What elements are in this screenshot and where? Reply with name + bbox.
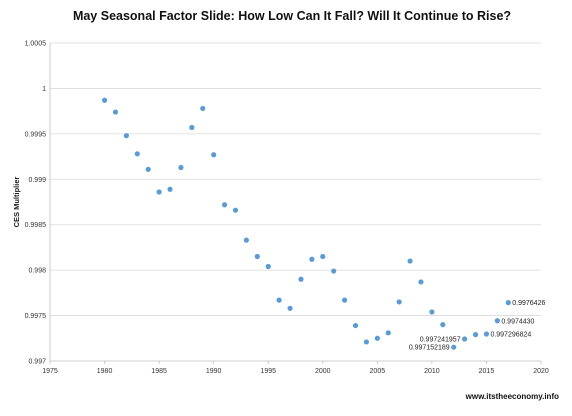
y-tick-label: 0.998 [28, 268, 46, 275]
data-point [352, 322, 359, 329]
data-point [505, 300, 511, 306]
data-point [189, 124, 195, 131]
x-tick-label: 1990 [206, 368, 222, 375]
data-label: 0.997296824 [490, 332, 531, 339]
data-point [232, 207, 239, 213]
chart-title: May Seasonal Factor Slide: How Low Can I… [73, 9, 511, 23]
x-tick-label: 1985 [151, 368, 167, 375]
data-point [374, 335, 380, 341]
x-tick-label: 2015 [479, 368, 495, 375]
y-tick-label: 0.9985 [25, 222, 47, 229]
data-point [396, 299, 402, 305]
data-point [363, 339, 370, 345]
data-label: 0.997152189 [409, 345, 450, 352]
data-point [265, 263, 271, 270]
data-points [101, 97, 511, 350]
data-point [123, 133, 129, 139]
data-point [221, 202, 228, 208]
data-label: 0.9974430 [501, 318, 534, 325]
data-point [156, 189, 162, 195]
data-point [418, 279, 424, 285]
data-point [451, 344, 457, 350]
y-tick-label: 0.9995 [25, 131, 47, 138]
data-point [494, 318, 500, 324]
data-point [178, 164, 184, 171]
data-point [211, 152, 217, 158]
x-tick-label: 2005 [370, 368, 386, 375]
y-tick-label: 0.9975 [25, 313, 47, 320]
x-tick-label: 2000 [315, 368, 331, 375]
grid-lines [50, 42, 541, 362]
data-point [309, 256, 315, 262]
x-tick-labels: 1975 1980 1985 1990 1995 2000 2005 2010 2015 2020 [42, 368, 549, 375]
y-tick-label: 0.997 [28, 359, 46, 366]
data-point [145, 166, 151, 172]
data-point [254, 253, 260, 260]
y-axis-label: CES Multiplier [12, 177, 21, 228]
y-tick-labels: 0.997 0.9975 0.998 0.9985 0.999 0.9995 1 1.0005 [25, 41, 47, 366]
data-point [483, 331, 490, 337]
data-point [112, 109, 119, 115]
data-point [331, 268, 337, 274]
data-point [134, 151, 140, 157]
data-point [276, 297, 282, 303]
y-tick-label: 0.999 [28, 177, 46, 184]
x-tick-label: 2010 [424, 368, 440, 375]
data-point [407, 258, 413, 264]
data-point [200, 105, 206, 112]
data-point [342, 297, 348, 303]
data-point [243, 237, 249, 243]
source-credit: www.itstheeconomy.info [465, 392, 559, 401]
data-point [298, 276, 304, 282]
axes [49, 43, 542, 364]
data-point [462, 336, 468, 342]
data-label: 0.997241957 [420, 337, 461, 344]
data-point [385, 330, 391, 336]
data-point [101, 97, 108, 103]
data-point [287, 305, 293, 311]
data-point [429, 309, 435, 315]
y-tick-label: 1.0005 [25, 41, 47, 48]
x-tick-label: 1995 [260, 368, 276, 375]
x-tick-label: 1980 [97, 368, 113, 375]
x-tick-label: 2020 [533, 368, 549, 375]
data-point [167, 186, 173, 192]
x-tick-label: 1975 [42, 368, 58, 375]
data-point [472, 332, 479, 338]
y-tick-label: 1 [42, 86, 46, 93]
data-point [440, 322, 446, 328]
data-label: 0.9976426 [512, 300, 545, 307]
data-point [320, 253, 326, 260]
